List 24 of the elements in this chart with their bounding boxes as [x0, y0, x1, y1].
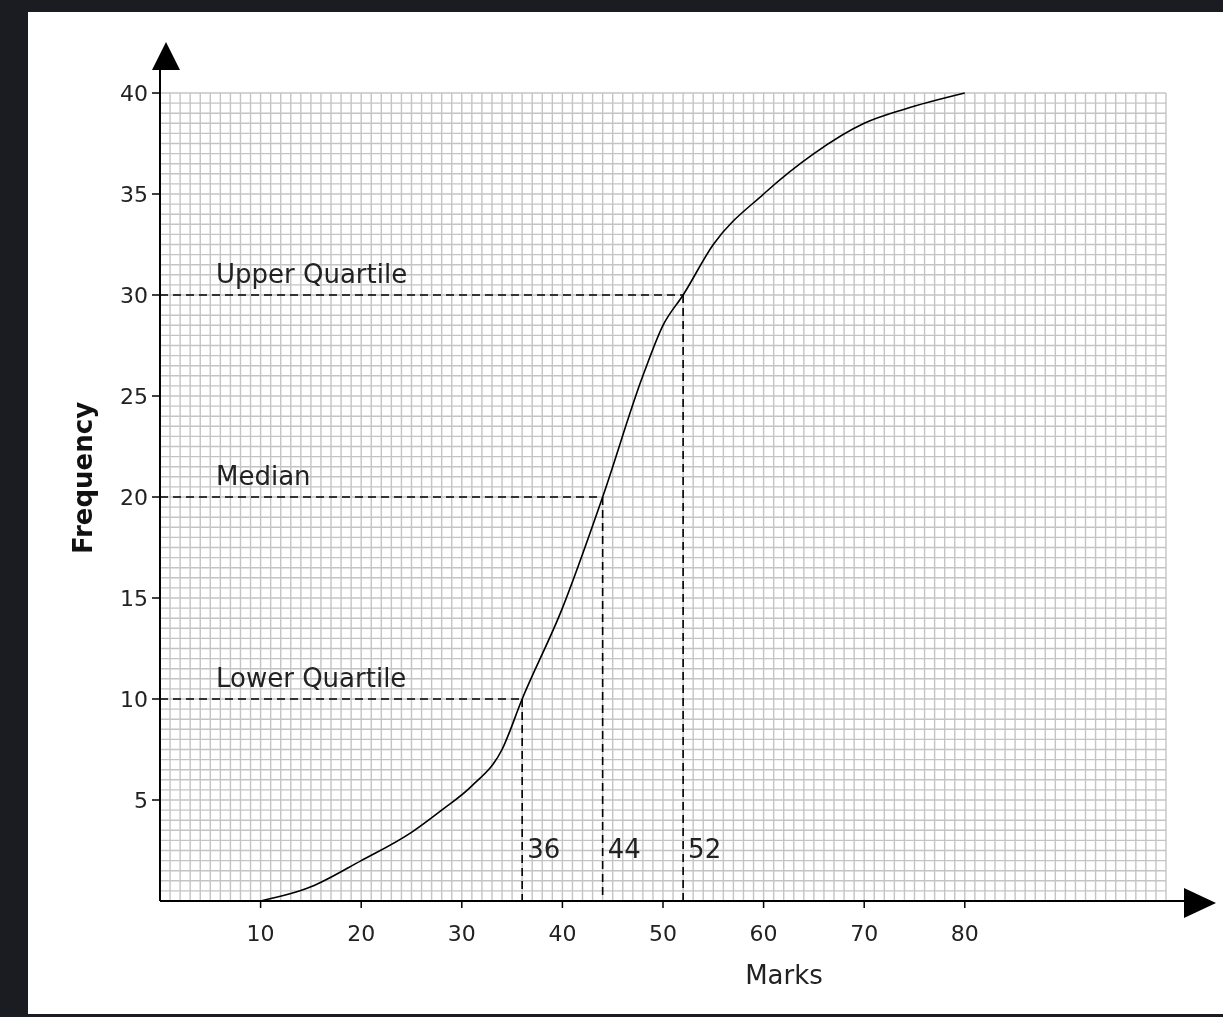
x-tick-label: 60: [749, 921, 778, 946]
x-tick-label: 70: [850, 921, 879, 946]
x-axis-title: Marks: [745, 960, 823, 990]
series-label: 44: [607, 834, 641, 864]
x-tick-label: 30: [447, 921, 476, 946]
series-label: 52: [688, 834, 722, 864]
x-tick-label: 10: [246, 921, 275, 946]
series-label: Lower Quartile: [216, 663, 407, 693]
y-tick-label: 25: [120, 384, 148, 409]
y-tick-label: 10: [120, 687, 148, 712]
y-tick-label: 30: [120, 283, 148, 308]
y-tick-label: 35: [120, 182, 148, 207]
y-tick-label: 40: [120, 81, 148, 106]
y-axis-title: Frequency: [68, 401, 98, 555]
x-tick-label: 20: [347, 921, 376, 946]
x-tick-label: 40: [548, 921, 577, 946]
series-label: Median: [216, 461, 311, 491]
series-label: 36: [527, 834, 561, 864]
x-tick-label: 80: [950, 921, 979, 946]
x-tick-label: 50: [649, 921, 677, 946]
y-tick-label: 15: [120, 586, 148, 611]
series-label: Upper Quartile: [216, 259, 408, 289]
y-tick-label: 5: [134, 788, 148, 813]
y-tick-label: 20: [120, 485, 148, 510]
